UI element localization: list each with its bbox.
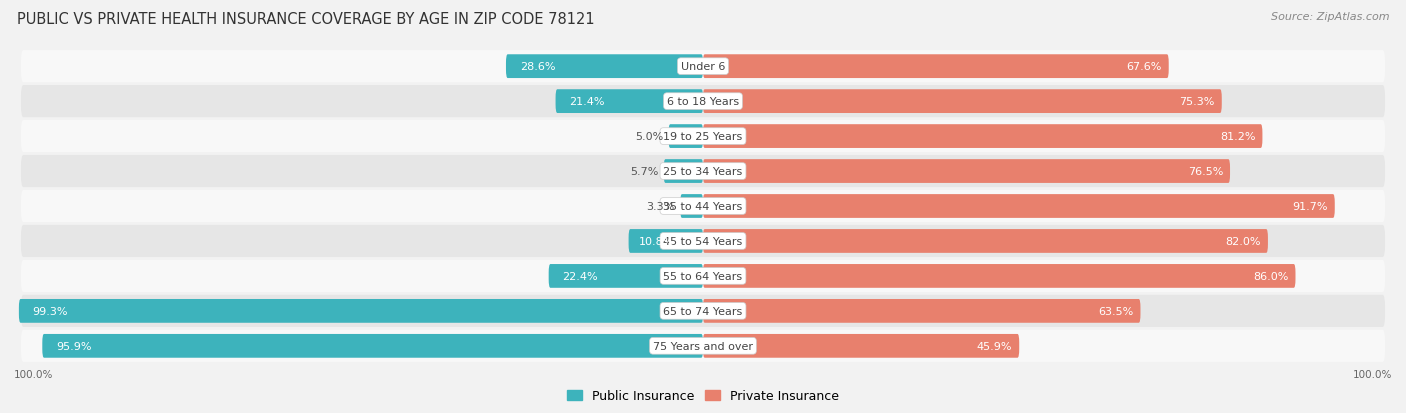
Text: 6 to 18 Years: 6 to 18 Years (666, 97, 740, 107)
FancyBboxPatch shape (669, 125, 703, 149)
Text: 45.9%: 45.9% (977, 341, 1012, 351)
Text: 19 to 25 Years: 19 to 25 Years (664, 132, 742, 142)
Text: 25 to 34 Years: 25 to 34 Years (664, 166, 742, 177)
Text: Source: ZipAtlas.com: Source: ZipAtlas.com (1271, 12, 1389, 22)
FancyBboxPatch shape (703, 195, 1334, 218)
FancyBboxPatch shape (703, 55, 1168, 79)
Text: 76.5%: 76.5% (1188, 166, 1223, 177)
FancyBboxPatch shape (703, 125, 1263, 149)
FancyBboxPatch shape (703, 160, 1230, 183)
Text: 75 Years and over: 75 Years and over (652, 341, 754, 351)
Text: 75.3%: 75.3% (1180, 97, 1215, 107)
Text: 99.3%: 99.3% (32, 306, 67, 316)
Text: 5.7%: 5.7% (630, 166, 658, 177)
FancyBboxPatch shape (664, 160, 703, 183)
FancyBboxPatch shape (21, 295, 1385, 327)
FancyBboxPatch shape (703, 299, 1140, 323)
FancyBboxPatch shape (21, 86, 1385, 118)
Text: 65 to 74 Years: 65 to 74 Years (664, 306, 742, 316)
Text: 81.2%: 81.2% (1220, 132, 1256, 142)
FancyBboxPatch shape (21, 225, 1385, 257)
FancyBboxPatch shape (548, 264, 703, 288)
Text: 63.5%: 63.5% (1098, 306, 1133, 316)
Text: 3.3%: 3.3% (647, 202, 675, 211)
Text: 67.6%: 67.6% (1126, 62, 1161, 72)
Text: 100.0%: 100.0% (14, 369, 53, 379)
FancyBboxPatch shape (628, 230, 703, 253)
Text: 100.0%: 100.0% (1353, 369, 1392, 379)
Text: PUBLIC VS PRIVATE HEALTH INSURANCE COVERAGE BY AGE IN ZIP CODE 78121: PUBLIC VS PRIVATE HEALTH INSURANCE COVER… (17, 12, 595, 27)
Text: 55 to 64 Years: 55 to 64 Years (664, 271, 742, 281)
Text: 28.6%: 28.6% (520, 62, 555, 72)
FancyBboxPatch shape (21, 121, 1385, 153)
FancyBboxPatch shape (18, 299, 703, 323)
FancyBboxPatch shape (703, 230, 1268, 253)
FancyBboxPatch shape (21, 156, 1385, 188)
Text: 95.9%: 95.9% (56, 341, 91, 351)
FancyBboxPatch shape (555, 90, 703, 114)
Text: 22.4%: 22.4% (562, 271, 598, 281)
Text: 35 to 44 Years: 35 to 44 Years (664, 202, 742, 211)
FancyBboxPatch shape (21, 330, 1385, 362)
Text: 82.0%: 82.0% (1226, 236, 1261, 247)
FancyBboxPatch shape (681, 195, 703, 218)
FancyBboxPatch shape (42, 334, 703, 358)
Text: 5.0%: 5.0% (634, 132, 664, 142)
Text: 21.4%: 21.4% (569, 97, 605, 107)
FancyBboxPatch shape (703, 264, 1295, 288)
FancyBboxPatch shape (21, 260, 1385, 292)
FancyBboxPatch shape (506, 55, 703, 79)
Text: 91.7%: 91.7% (1292, 202, 1327, 211)
FancyBboxPatch shape (703, 334, 1019, 358)
Text: 45 to 54 Years: 45 to 54 Years (664, 236, 742, 247)
Text: 86.0%: 86.0% (1253, 271, 1289, 281)
Text: 10.8%: 10.8% (638, 236, 675, 247)
FancyBboxPatch shape (21, 190, 1385, 223)
Legend: Public Insurance, Private Insurance: Public Insurance, Private Insurance (562, 385, 844, 408)
Text: Under 6: Under 6 (681, 62, 725, 72)
FancyBboxPatch shape (703, 90, 1222, 114)
FancyBboxPatch shape (21, 51, 1385, 83)
